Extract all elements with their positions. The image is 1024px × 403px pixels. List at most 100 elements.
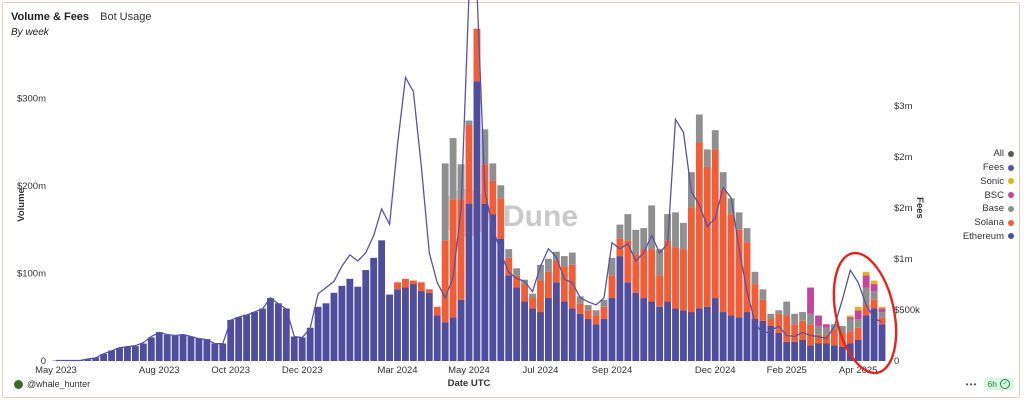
bar-base (568, 252, 576, 265)
bar-solana (521, 284, 529, 302)
bar-base (600, 299, 608, 307)
bar-base (664, 214, 671, 241)
bar-ethereum (409, 284, 417, 361)
bar-ethereum (267, 298, 274, 361)
legend-label: Fees (982, 162, 1004, 174)
bar-ethereum (314, 306, 322, 361)
bar-base (791, 313, 799, 325)
legend-item-solana[interactable]: Solana (940, 216, 1014, 230)
bar-ethereum (775, 333, 783, 361)
legend-label: Ethereum (962, 230, 1004, 242)
legend-item-fees[interactable]: Fees (940, 161, 1014, 175)
bar-bsc (807, 287, 814, 314)
bar-solana (815, 334, 822, 344)
y-tick-label: $100m (17, 269, 46, 280)
legend-label: BSC (984, 189, 1004, 201)
legend: All Fees Sonic BSC Base Solana Ethereum (940, 147, 1014, 243)
bar-solana (711, 149, 719, 299)
bar-solana (545, 271, 552, 299)
refresh-badge[interactable]: 6h ✓ (983, 378, 1014, 390)
bar-solana (695, 142, 703, 309)
x-tick-label: Dec 2023 (282, 365, 323, 376)
bar-base (727, 198, 735, 215)
bar-ethereum (370, 257, 378, 361)
bar-base (616, 224, 624, 239)
bar-ethereum (338, 285, 346, 361)
bar-sonic (846, 315, 854, 318)
bar-solana (775, 313, 783, 334)
legend-item-base[interactable]: Base (940, 202, 1014, 216)
bar-base (529, 293, 536, 299)
legend-item-sonic[interactable]: Sonic (940, 175, 1014, 189)
bar-ethereum (560, 301, 568, 361)
bar-solana (680, 249, 687, 311)
legend-item-ethereum[interactable]: Ethereum (940, 230, 1014, 244)
bar-solana (640, 249, 648, 299)
bar-base (743, 228, 751, 243)
bar-ethereum (274, 303, 282, 361)
legend-dot-icon (1008, 192, 1014, 199)
legend-item-all[interactable]: All (940, 147, 1014, 161)
bar-solana (537, 280, 544, 313)
bar-ethereum (171, 335, 179, 361)
tab-bot-usage[interactable]: Bot Usage (100, 11, 152, 23)
bar-ethereum (600, 319, 608, 361)
bar-base (759, 289, 767, 300)
bar-solana (624, 240, 632, 283)
bar-solana (560, 266, 568, 302)
bar-solana (783, 315, 791, 342)
y2-tick-label: $500k (894, 305, 920, 316)
bar-bsc (862, 275, 870, 288)
header: Volume & Fees Bot Usage (11, 11, 151, 23)
legend-label: Base (982, 203, 1004, 215)
bar-solana (433, 306, 441, 316)
bar-solana (854, 327, 862, 341)
bar-solana (664, 240, 671, 302)
bar-solana (878, 317, 886, 325)
legend-label: Solana (974, 217, 1004, 229)
bar-base (862, 287, 870, 306)
bar-ethereum (862, 315, 870, 361)
bar-ethereum (84, 359, 92, 361)
bar-solana (743, 242, 751, 313)
bar-base (505, 249, 513, 258)
bar-ethereum (672, 308, 679, 361)
bar-base (878, 312, 886, 318)
bar-ethereum (632, 292, 640, 361)
bar-base (481, 129, 489, 165)
bar-ethereum (743, 312, 751, 361)
x-tick-label: Aug 2023 (139, 365, 180, 376)
bar-ethereum (727, 315, 735, 361)
x-axis-title: Date UTC (448, 378, 491, 389)
bar-base (560, 256, 568, 267)
bar-solana (846, 331, 854, 344)
bar-ethereum (545, 298, 552, 361)
y2-tick-label: 0 (894, 356, 899, 367)
bar-ethereum (791, 341, 799, 361)
bar-sonic (854, 306, 862, 311)
bar-solana (425, 289, 433, 293)
bar-solana (830, 329, 838, 346)
x-tick-label: Oct 2023 (211, 365, 250, 376)
bar-solana (584, 310, 592, 320)
more-options-icon[interactable]: ••• (965, 379, 978, 389)
bar-ethereum (656, 306, 664, 361)
bar-solana (759, 299, 767, 321)
bar-ethereum (664, 301, 671, 361)
bar-bsc (846, 317, 854, 320)
bar-ethereum (473, 81, 481, 361)
bar-solana (473, 28, 481, 82)
bar-ethereum (815, 343, 822, 361)
footer-author[interactable]: @whale_hunter (14, 379, 90, 389)
bar-ethereum (735, 317, 743, 361)
bar-solana (672, 247, 679, 309)
bar-sonic (870, 280, 878, 285)
bar-base (513, 268, 521, 276)
bar-ethereum (751, 319, 759, 361)
bar-solana (409, 280, 417, 285)
bar-base (870, 291, 878, 300)
legend-item-bsc[interactable]: BSC (940, 188, 1014, 202)
bar-ethereum (282, 308, 290, 361)
bar-base (838, 326, 846, 334)
